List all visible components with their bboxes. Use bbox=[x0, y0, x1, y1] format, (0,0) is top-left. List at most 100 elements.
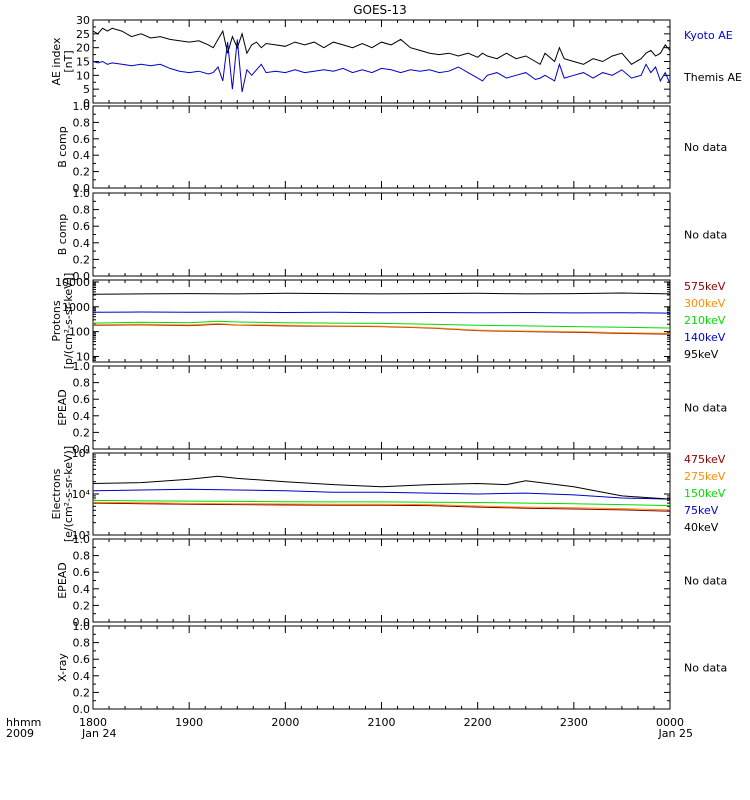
y-tick-label: 0.2 bbox=[73, 426, 91, 439]
panel-epead1: 0.0 0.2 0.4 0.6 0.8 1.0 EPEAD No data bbox=[56, 360, 727, 456]
y-axis-label: EPEAD bbox=[56, 562, 69, 599]
y-tick-label: 0.8 bbox=[73, 116, 91, 129]
panel-frame bbox=[92, 19, 671, 104]
series-line-300kev bbox=[93, 323, 670, 334]
y-tick-label: 10⁵ bbox=[72, 447, 90, 460]
panel-frame bbox=[92, 625, 671, 710]
no-data-label: No data bbox=[684, 229, 727, 242]
y-tick-label: 1.0 bbox=[73, 360, 91, 373]
legend-entry: Themis AE bbox=[683, 71, 742, 84]
x-tick-label: 1900 bbox=[175, 716, 203, 729]
panel-frame bbox=[92, 279, 671, 363]
series-line-95kev bbox=[93, 292, 670, 295]
series-line-210kev bbox=[93, 320, 670, 329]
x-tick-label: 2200 bbox=[464, 716, 492, 729]
no-data-label: No data bbox=[684, 141, 727, 154]
series-line-575kev bbox=[93, 323, 670, 335]
y-tick-label: 1.0 bbox=[73, 533, 91, 546]
x-tick-label: 2300 bbox=[560, 716, 588, 729]
y-tick-label: 0.0 bbox=[73, 443, 91, 456]
y-tick-label: 1.0 bbox=[73, 187, 91, 200]
y-tick-label: 0.0 bbox=[73, 703, 91, 716]
panel-electrons: 10³ 10⁴ 10⁵ Electrons [e/(cm²-s-sr-keV)] 475k… bbox=[50, 446, 726, 542]
y-tick-label: 0.8 bbox=[73, 637, 91, 650]
time-axis-label: hhmm bbox=[6, 716, 41, 729]
y-tick-label: 0.2 bbox=[73, 599, 91, 612]
y-tick-label: 0.4 bbox=[73, 583, 91, 596]
y-axis-label: [nT] bbox=[62, 50, 75, 72]
panel-frame bbox=[92, 452, 671, 536]
y-tick-label: 25 bbox=[76, 28, 90, 41]
y-tick-label: 0.8 bbox=[73, 204, 91, 217]
y-axis-label: [e/(cm²-s-sr-keV)] bbox=[62, 446, 75, 542]
panel-frame bbox=[92, 192, 671, 277]
y-tick-label: 10 bbox=[76, 69, 90, 82]
panel-frame bbox=[92, 365, 671, 450]
chart-title: GOES-13 bbox=[353, 3, 407, 17]
y-tick-label: 30 bbox=[76, 14, 90, 27]
y-axis-label: Electrons bbox=[50, 468, 63, 519]
y-tick-label: 0.8 bbox=[73, 550, 91, 563]
legend-entry: 475keV bbox=[684, 453, 726, 466]
y-tick-label: 0.2 bbox=[73, 686, 91, 699]
y-tick-label: 15 bbox=[76, 56, 90, 69]
legend-entry: 275keV bbox=[684, 470, 726, 483]
y-tick-label: 20 bbox=[76, 42, 90, 55]
legend-entry: Kyoto AE bbox=[684, 29, 733, 42]
x-tick-label: 0000 bbox=[656, 716, 684, 729]
y-tick-label: 0.0 bbox=[73, 182, 91, 195]
y-tick-label: 0.8 bbox=[73, 377, 91, 390]
y-tick-label: 0.2 bbox=[73, 166, 91, 179]
y-tick-label: 0.4 bbox=[73, 149, 91, 162]
series-line-150kev bbox=[93, 499, 670, 507]
y-tick-label: 5 bbox=[83, 83, 90, 96]
y-tick-label: 0 bbox=[83, 97, 90, 110]
year-label: 2009 bbox=[6, 727, 34, 740]
panel-frame bbox=[92, 538, 671, 623]
x-tick-label: 2100 bbox=[368, 716, 396, 729]
y-tick-label: 1000 bbox=[62, 301, 90, 314]
y-tick-label: 0.6 bbox=[73, 220, 91, 233]
start-date-label: Jan 24 bbox=[81, 727, 116, 740]
legend-entry: 75keV bbox=[684, 504, 719, 517]
y-axis-label: AE index bbox=[50, 37, 63, 86]
legend-entry: 140keV bbox=[684, 331, 726, 344]
series-line-kyoto-ae bbox=[93, 39, 670, 93]
y-tick-label: 10⁴ bbox=[72, 488, 91, 501]
legend-entry: 150keV bbox=[684, 487, 726, 500]
series-line-themis-ae bbox=[93, 27, 670, 66]
series-line-40kev bbox=[93, 475, 670, 500]
no-data-label: No data bbox=[684, 662, 727, 675]
y-tick-label: 0.0 bbox=[73, 270, 91, 283]
panel-protons: 10 100 1000 10000 Protons [p/(cm²-s-sr-keV)] 5… bbox=[50, 273, 726, 370]
legend-entry: 575keV bbox=[684, 280, 726, 293]
x-tick-label: 1800 bbox=[79, 716, 107, 729]
y-tick-label: 0.6 bbox=[73, 133, 91, 146]
legend-entry: 300keV bbox=[684, 297, 726, 310]
panel-frame bbox=[92, 105, 671, 189]
no-data-label: No data bbox=[684, 402, 727, 415]
legend-entry: 95keV bbox=[684, 348, 719, 361]
y-tick-label: 100 bbox=[69, 326, 90, 339]
y-axis-label: X-ray bbox=[56, 653, 69, 682]
y-axis-label: EPEAD bbox=[56, 389, 69, 426]
y-axis-label: B comp bbox=[56, 126, 69, 168]
end-date-label: Jan 25 bbox=[658, 727, 693, 740]
y-tick-label: 0.2 bbox=[73, 253, 91, 266]
y-axis-label: B comp bbox=[56, 214, 69, 256]
y-tick-label: 0.4 bbox=[73, 237, 91, 250]
y-tick-label: 0.6 bbox=[73, 566, 91, 579]
legend-entry: 210keV bbox=[684, 314, 726, 327]
x-tick-label: 2000 bbox=[271, 716, 299, 729]
y-tick-label: 1.0 bbox=[73, 100, 91, 113]
legend-entry: 40keV bbox=[684, 521, 719, 534]
y-tick-label: 10³ bbox=[72, 529, 90, 542]
y-tick-label: 0.6 bbox=[73, 393, 91, 406]
series-line-75kev bbox=[93, 488, 670, 500]
y-axis-label: Protons bbox=[50, 300, 63, 341]
no-data-label: No data bbox=[684, 575, 727, 588]
y-axis-label: [p/(cm²-s-sr-keV)] bbox=[62, 273, 75, 370]
panel-bcomp2: 0.0 0.2 0.4 0.6 0.8 1.0 B comp No data bbox=[56, 187, 727, 283]
